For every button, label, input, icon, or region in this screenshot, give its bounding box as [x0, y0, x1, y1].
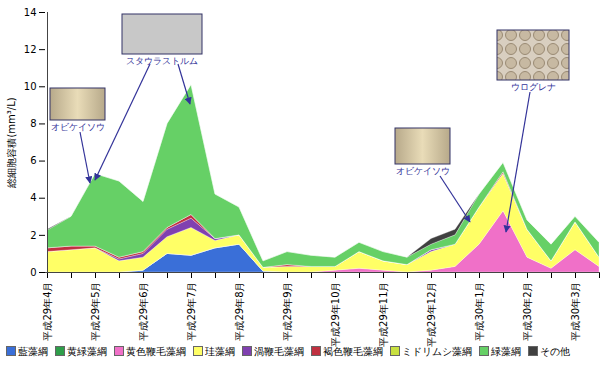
svg-text:平成29年7月: 平成29年7月 [186, 282, 197, 341]
svg-text:12: 12 [24, 44, 37, 55]
html-text:その他: その他 [540, 346, 570, 357]
svg-text:オビケイソウ: オビケイソウ [51, 122, 105, 132]
svg-text:平成29年8月: 平成29年8月 [234, 282, 245, 341]
svg-text:10: 10 [24, 81, 37, 92]
html-text:渦鞭毛藻綱: 渦鞭毛藻綱 [254, 346, 304, 357]
html-text:黄緑藻綱: 黄緑藻綱 [67, 346, 107, 357]
svg-text:平成29年5月: 平成29年5月 [90, 282, 101, 341]
svg-text:6: 6 [30, 155, 36, 166]
svg-text:0: 0 [30, 267, 36, 278]
html-text:珪藻綱: 珪藻綱 [205, 346, 235, 357]
svg-text:8: 8 [30, 118, 36, 129]
svg-text:オビケイソウ: オビケイソウ [396, 166, 450, 176]
html-text:褐色鞭毛藻綱: 褐色鞭毛藻綱 [323, 346, 383, 357]
svg-text:ウログレナ: ウログレナ [511, 82, 556, 92]
svg-text:スタウラストルム: スタウラストルム [126, 56, 198, 66]
svg-text:平成29年9月: 平成29年9月 [282, 282, 293, 341]
svg-text:14: 14 [24, 7, 37, 18]
svg-text:平成29年11月: 平成29年11月 [378, 282, 389, 347]
html-text:黄色鞭毛藻綱: 黄色鞭毛藻綱 [126, 346, 186, 357]
svg-text:平成30年3月: 平成30年3月 [570, 282, 581, 341]
html-text:ミドリムシ藻綱: ミドリムシ藻綱 [402, 346, 472, 357]
svg-text:平成29年10月: 平成29年10月 [330, 282, 341, 347]
svg-text:平成29年4月: 平成29年4月 [42, 282, 53, 341]
svg-text:平成30年2月: 平成30年2月 [522, 282, 533, 341]
html-text:緑藻綱: 緑藻綱 [491, 346, 521, 357]
html-text:藍藻綱: 藍藻綱 [18, 346, 48, 357]
svg-text:平成29年6月: 平成29年6月 [138, 282, 149, 341]
svg-text:総細胞容積(mm³/L): 総細胞容積(mm³/L) [6, 97, 17, 188]
svg-text:平成29年12月: 平成29年12月 [426, 282, 437, 347]
svg-text:平成30年1月: 平成30年1月 [474, 282, 485, 341]
svg-text:2: 2 [30, 230, 36, 241]
svg-text:4: 4 [30, 192, 36, 203]
